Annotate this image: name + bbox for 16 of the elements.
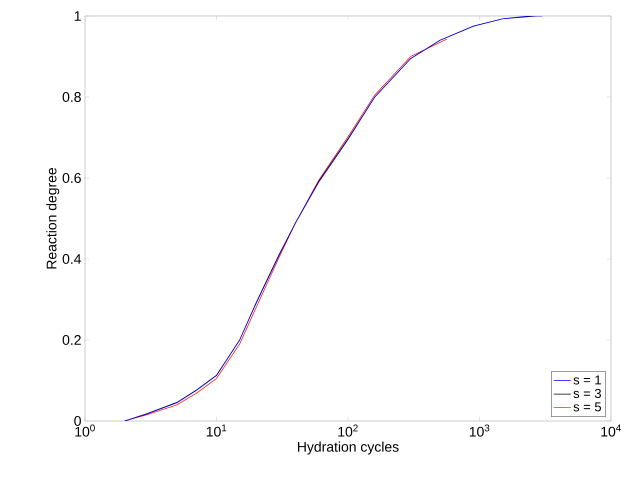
y-tick-label: 0 [74,416,81,426]
y-tick-label: 0.2 [62,335,81,345]
y-tick-label: 0.4 [62,254,82,264]
legend-label: s = 5 [573,402,602,412]
x-axis-title: Hydration cycles [298,442,399,455]
legend-label: s = 1 [573,375,601,384]
x-tick-label: 10$^{1}$ [206,424,226,437]
x-tick-label: 10$^{2}$ [338,424,358,437]
y-tick-label: 0.8 [62,92,81,102]
x-tick-label: 10$^{3}$ [470,424,490,437]
x-tick-label: 10$^{0}$ [75,424,95,437]
x-tick-label: 10$^{4}$ [601,424,621,437]
legend-label: s = 3 [573,388,601,398]
y-axis-title: Reaction degree [46,168,60,269]
y-tick-label: 0.6 [62,173,81,183]
y-tick-label: 1 [74,11,81,21]
